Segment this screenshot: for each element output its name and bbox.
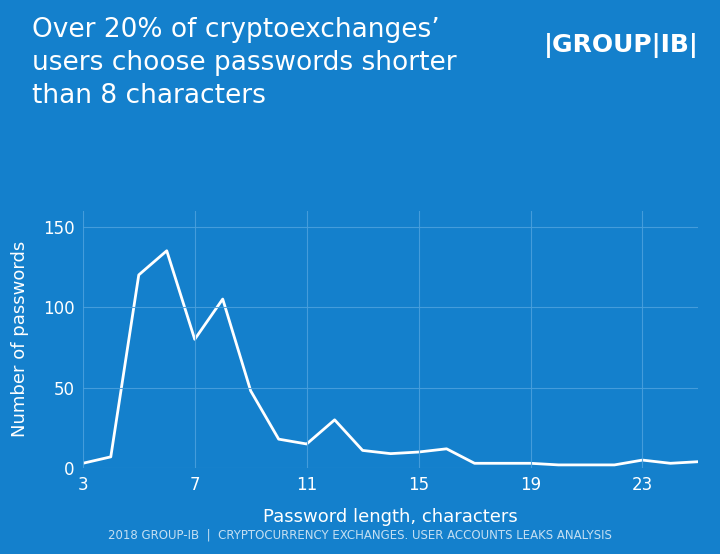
Text: Over 20% of cryptoexchanges’
users choose passwords shorter
than 8 characters: Over 20% of cryptoexchanges’ users choos… bbox=[32, 17, 457, 109]
X-axis label: Password length, characters: Password length, characters bbox=[264, 509, 518, 526]
Y-axis label: Number of passwords: Number of passwords bbox=[11, 241, 29, 438]
Text: 2018 GROUP-IB  |  CRYPTOCURRENCY EXCHANGES. USER ACCOUNTS LEAKS ANALYSIS: 2018 GROUP-IB | CRYPTOCURRENCY EXCHANGES… bbox=[108, 529, 612, 542]
Text: |GROUP|IB|: |GROUP|IB| bbox=[544, 33, 698, 58]
